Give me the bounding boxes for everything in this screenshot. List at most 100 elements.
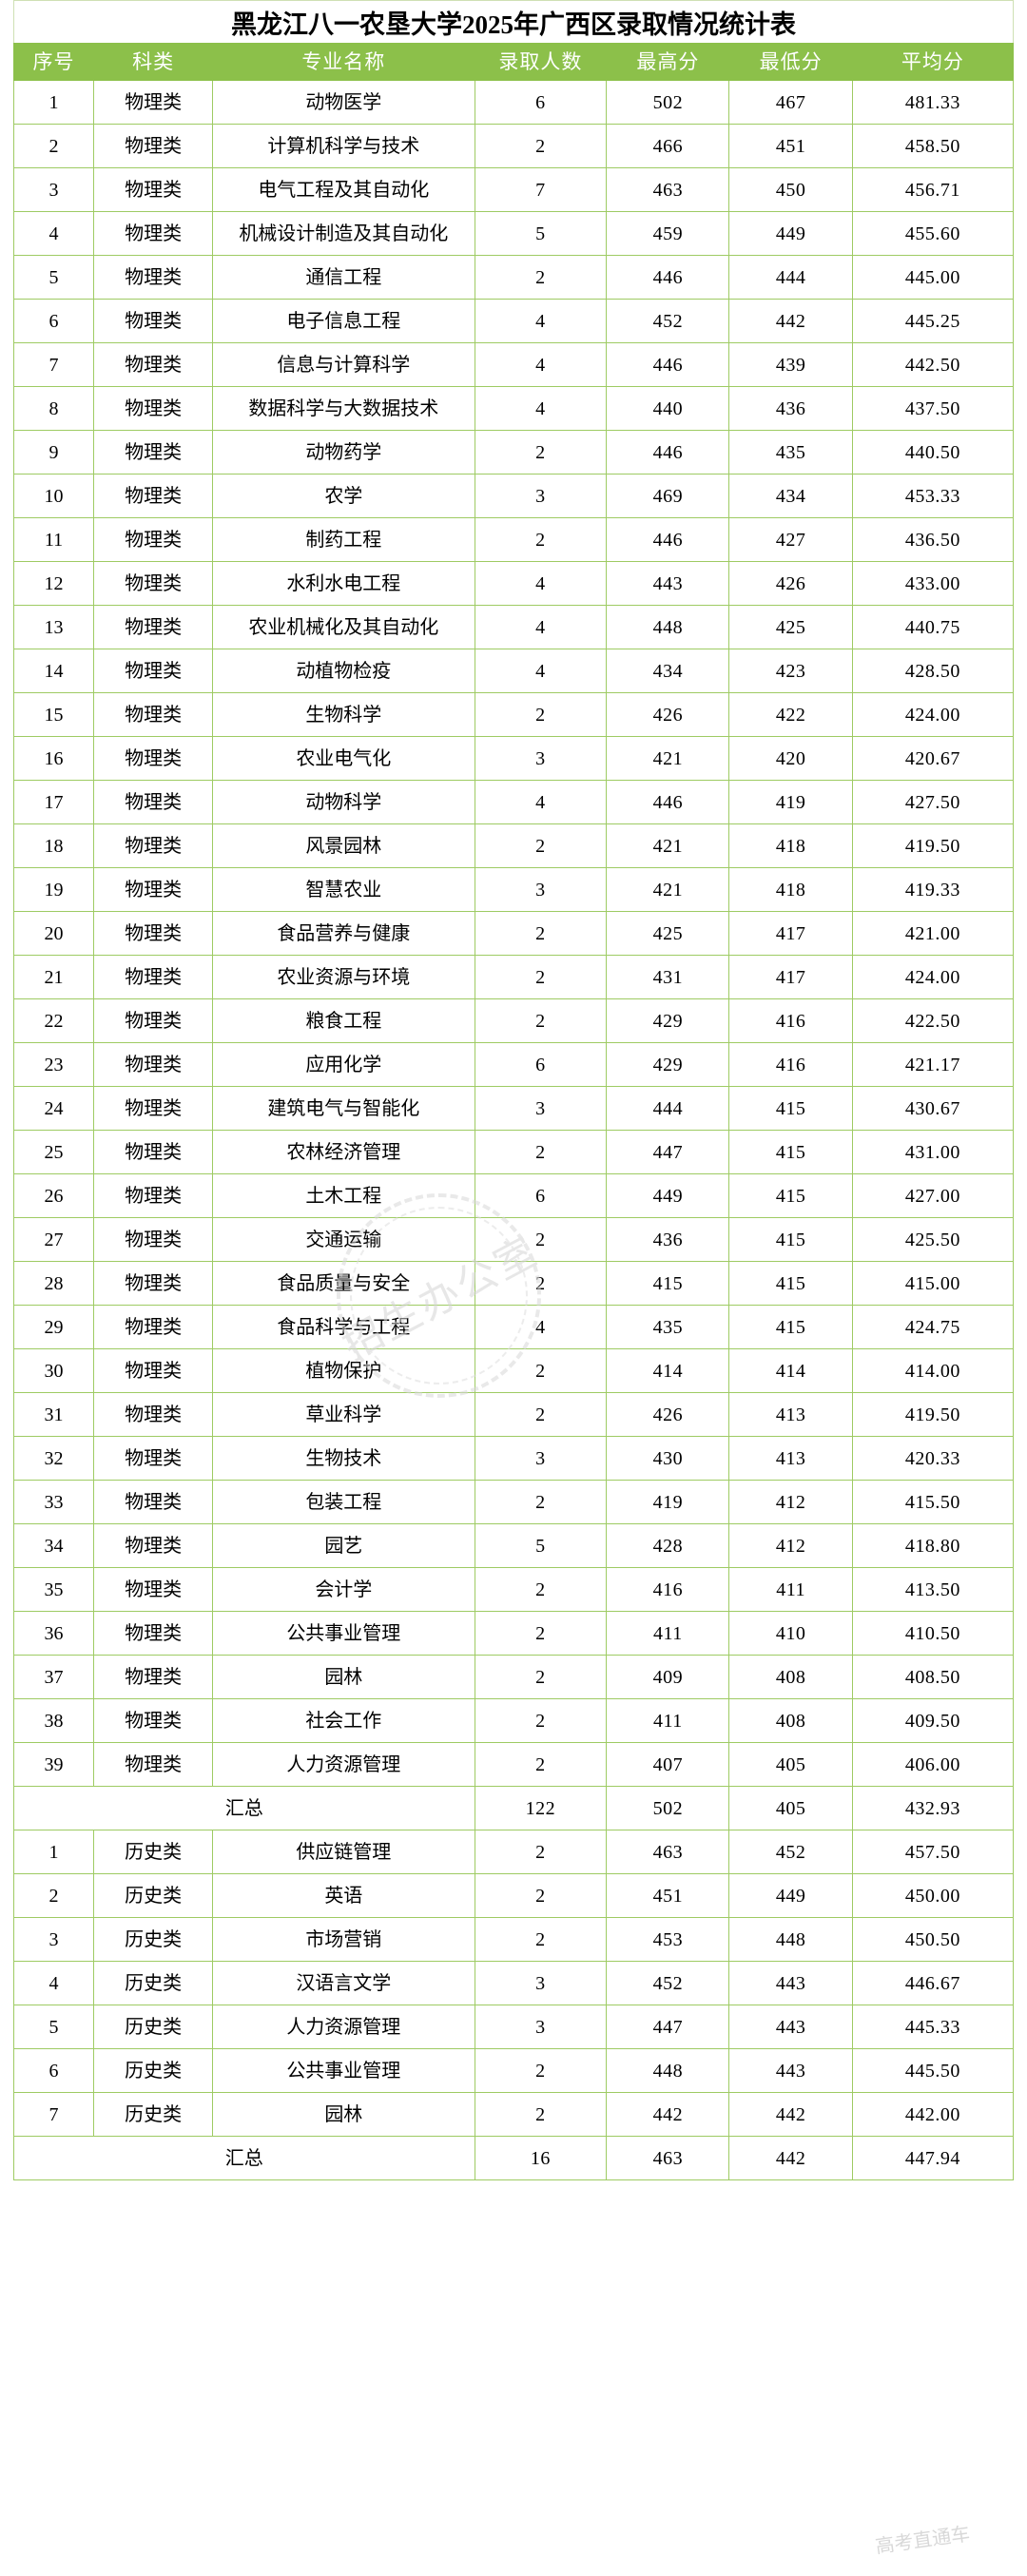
cell-avg: 418.80 (851, 1523, 1015, 1568)
column-header-category: 科类 (93, 43, 214, 81)
table-row: 2 历史类 英语 2 451 449 450.00 (12, 1873, 1015, 1918)
cell-max: 421 (606, 867, 730, 912)
cell-category: 物理类 (93, 342, 214, 387)
cell-category: 物理类 (93, 124, 214, 168)
cell-max: 453 (606, 1917, 730, 1962)
cell-category: 物理类 (93, 80, 214, 125)
table-row: 18 物理类 风景园林 2 421 418 419.50 (12, 823, 1015, 868)
cell-count: 3 (474, 2005, 608, 2049)
cell-no: 34 (12, 1523, 95, 1568)
cell-count: 3 (474, 1436, 608, 1481)
cell-count: 2 (474, 1348, 608, 1393)
cell-max: 421 (606, 736, 730, 781)
summary-avg: 432.93 (851, 1786, 1015, 1830)
cell-count: 3 (474, 867, 608, 912)
cell-avg: 456.71 (851, 167, 1015, 212)
cell-category: 物理类 (93, 1130, 214, 1174)
table-header-row: 序号 科类 专业名称 录取人数 最高分 最低分 平均分 (12, 43, 1015, 81)
cell-max: 429 (606, 1042, 730, 1087)
cell-avg: 428.50 (851, 649, 1015, 693)
cell-count: 2 (474, 1217, 608, 1262)
title-bar: 黑龙江八一农垦大学2025年广西区录取情况统计表 (13, 0, 1014, 43)
cell-max: 409 (606, 1655, 730, 1699)
cell-max: 446 (606, 430, 730, 475)
cell-min: 427 (728, 517, 853, 562)
cell-major: 计算机科学与技术 (212, 124, 475, 168)
cell-category: 物理类 (93, 1523, 214, 1568)
cell-min: 415 (728, 1130, 853, 1174)
cell-no: 1 (12, 80, 95, 125)
table-row: 27 物理类 交通运输 2 436 415 425.50 (12, 1217, 1015, 1262)
cell-max: 466 (606, 124, 730, 168)
cell-major: 农业资源与环境 (212, 955, 475, 999)
cell-min: 412 (728, 1523, 853, 1568)
cell-min: 443 (728, 2005, 853, 2049)
table-row: 3 物理类 电气工程及其自动化 7 463 450 456.71 (12, 167, 1015, 212)
cell-min: 449 (728, 211, 853, 256)
cell-max: 421 (606, 823, 730, 868)
cell-no: 27 (12, 1217, 95, 1262)
cell-no: 37 (12, 1655, 95, 1699)
cell-no: 13 (12, 605, 95, 649)
cell-major: 农学 (212, 474, 475, 518)
cell-count: 2 (474, 1917, 608, 1962)
cell-count: 4 (474, 780, 608, 824)
cell-max: 415 (606, 1261, 730, 1306)
cell-no: 14 (12, 649, 95, 693)
cell-count: 2 (474, 1130, 608, 1174)
cell-max: 419 (606, 1480, 730, 1524)
cell-max: 448 (606, 2048, 730, 2093)
cell-no: 5 (12, 255, 95, 300)
table-summary-row: 汇总 122 502 405 432.93 (13, 1786, 1015, 1830)
cell-major: 汉语言文学 (212, 1961, 475, 2005)
cell-major: 农业机械化及其自动化 (212, 605, 475, 649)
cell-min: 413 (728, 1436, 853, 1481)
cell-major: 土木工程 (212, 1173, 475, 1218)
cell-count: 2 (474, 1567, 608, 1612)
cell-no: 39 (12, 1742, 95, 1787)
cell-category: 物理类 (93, 1042, 214, 1087)
table-summary-row: 汇总 16 463 442 447.94 (13, 2136, 1015, 2180)
table-row: 1 物理类 动物医学 6 502 467 481.33 (12, 80, 1015, 125)
table-row: 8 物理类 数据科学与大数据技术 4 440 436 437.50 (12, 386, 1015, 431)
cell-avg: 442.50 (851, 342, 1015, 387)
cell-no: 38 (12, 1698, 95, 1743)
cell-max: 440 (606, 386, 730, 431)
cell-count: 3 (474, 474, 608, 518)
cell-max: 449 (606, 1173, 730, 1218)
table-row: 25 物理类 农林经济管理 2 447 415 431.00 (12, 1130, 1015, 1174)
cell-no: 18 (12, 823, 95, 868)
cell-min: 420 (728, 736, 853, 781)
table-row: 23 物理类 应用化学 6 429 416 421.17 (12, 1042, 1015, 1087)
cell-count: 3 (474, 1086, 608, 1131)
cell-max: 463 (606, 1830, 730, 1874)
cell-max: 434 (606, 649, 730, 693)
table-row: 3 历史类 市场营销 2 453 448 450.50 (12, 1917, 1015, 1962)
cell-no: 30 (12, 1348, 95, 1393)
cell-major: 植物保护 (212, 1348, 475, 1393)
cell-max: 452 (606, 1961, 730, 2005)
cell-major: 动物医学 (212, 80, 475, 125)
cell-min: 415 (728, 1217, 853, 1262)
cell-min: 415 (728, 1086, 853, 1131)
cell-no: 4 (12, 1961, 95, 2005)
cell-major: 草业科学 (212, 1392, 475, 1437)
cell-max: 443 (606, 561, 730, 606)
cell-avg: 406.00 (851, 1742, 1015, 1787)
cell-category: 物理类 (93, 1436, 214, 1481)
table-row: 28 物理类 食品质量与安全 2 415 415 415.00 (12, 1261, 1015, 1306)
cell-max: 436 (606, 1217, 730, 1262)
cell-min: 417 (728, 955, 853, 999)
cell-count: 5 (474, 211, 608, 256)
cell-avg: 409.50 (851, 1698, 1015, 1743)
cell-major: 公共事业管理 (212, 1611, 475, 1656)
cell-count: 2 (474, 1742, 608, 1787)
table-row: 26 物理类 土木工程 6 449 415 427.00 (12, 1173, 1015, 1218)
cell-major: 农林经济管理 (212, 1130, 475, 1174)
table-row: 5 物理类 通信工程 2 446 444 445.00 (12, 255, 1015, 300)
column-header-max: 最高分 (606, 43, 730, 81)
table-row: 37 物理类 园林 2 409 408 408.50 (12, 1655, 1015, 1699)
table-row: 13 物理类 农业机械化及其自动化 4 448 425 440.75 (12, 605, 1015, 649)
cell-avg: 422.50 (851, 998, 1015, 1043)
